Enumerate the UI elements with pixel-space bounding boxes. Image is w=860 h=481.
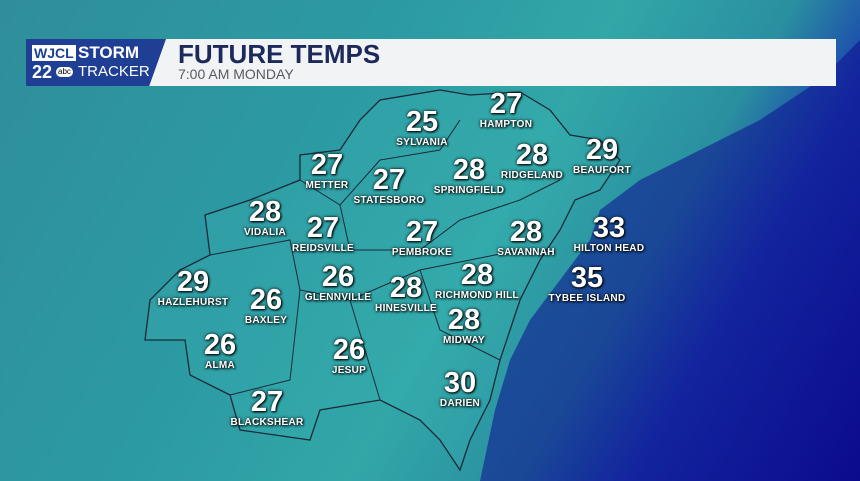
city-name: PEMBROKE	[391, 247, 453, 258]
city-temp-richmond-hill: 28 RICHMOND HILL	[435, 261, 519, 302]
city-temp-sylvania: 25 SYLVANIA	[396, 108, 447, 149]
city-temp-jesup: 26 JESUP	[332, 336, 366, 377]
forecast-time: 7:00 AM MONDAY	[178, 66, 294, 82]
city-name: ALMA	[204, 360, 236, 371]
city-name: BLACKSHEAR	[230, 417, 304, 428]
channel-number: 22	[32, 62, 53, 82]
temperature-value: 28	[389, 272, 423, 304]
city-name: HAMPTON	[479, 119, 533, 130]
temperature-value: 28	[447, 304, 481, 336]
city-name: GLENNVILLE	[304, 292, 372, 303]
temperature-value: 28	[248, 196, 282, 228]
network-logo: abc	[56, 67, 73, 77]
temperature-value: 27	[306, 212, 340, 244]
temperature-value: 28	[509, 216, 543, 248]
station-logo: WJCL 22 abc STORM TRACKER	[26, 39, 166, 86]
temperature-value: 28	[515, 139, 549, 171]
city-temp-ridgeland: 28 RIDGELAND	[501, 141, 563, 182]
temperature-value: 30	[443, 367, 477, 399]
city-name: BEAUFORT	[573, 165, 631, 176]
temperature-value: 26	[203, 329, 237, 361]
temperature-value: 27	[310, 149, 344, 181]
city-name: RIDGELAND	[500, 170, 564, 181]
city-name: BAXLEY	[244, 315, 288, 326]
city-temp-darien: 30 DARIEN	[440, 369, 480, 410]
city-temp-beaufort: 29 BEAUFORT	[573, 136, 631, 177]
city-temp-vidalia: 28 VIDALIA	[244, 198, 286, 239]
product-line1: STORM	[78, 43, 140, 62]
city-name: MIDWAY	[443, 335, 485, 346]
temperature-value: 27	[372, 164, 406, 196]
temperature-value: 26	[249, 284, 283, 316]
city-name: HINESVILLE	[375, 303, 437, 314]
station-call-letters: WJCL	[32, 45, 76, 61]
city-name: RICHMOND HILL	[435, 290, 519, 301]
ocean	[480, 40, 860, 481]
temperature-value: 27	[250, 386, 284, 418]
temperature-value: 28	[452, 154, 486, 186]
city-temp-baxley: 26 BAXLEY	[245, 286, 287, 327]
temperature-value: 35	[570, 262, 604, 294]
city-temp-glennville: 26 GLENNVILLE	[305, 263, 371, 304]
city-name: SAVANNAH	[497, 247, 555, 258]
city-name: VIDALIA	[243, 227, 287, 238]
city-temp-hampton: 27 HAMPTON	[480, 90, 532, 131]
city-temp-savannah: 28 SAVANNAH	[497, 218, 555, 259]
city-temp-reidsville: 27 REIDSVILLE	[292, 214, 354, 255]
temperature-value: 27	[489, 88, 523, 120]
temperature-value: 25	[405, 106, 439, 138]
city-temp-hilton-head: 33 HILTON HEAD	[574, 214, 645, 255]
city-temp-pembroke: 27 PEMBROKE	[392, 218, 452, 259]
city-temp-alma: 26 ALMA	[204, 331, 236, 372]
city-temp-blackshear: 27 BLACKSHEAR	[231, 388, 304, 429]
city-temp-tybee-island: 35 TYBEE ISLAND	[549, 264, 626, 305]
page-title: FUTURE TEMPS	[178, 39, 381, 69]
region-outline	[144, 89, 621, 472]
city-name: STATESBORO	[353, 195, 425, 206]
city-name: DARIEN	[439, 398, 481, 409]
temperature-value: 29	[585, 134, 619, 166]
temperature-value: 29	[176, 266, 210, 298]
city-temp-hazlehurst: 29 HAZLEHURST	[158, 268, 229, 309]
temperature-value: 26	[321, 261, 355, 293]
county-borders	[209, 119, 561, 401]
city-name: METTER	[305, 180, 349, 191]
city-temp-hinesville: 28 HINESVILLE	[375, 274, 437, 315]
temperature-value: 27	[405, 216, 439, 248]
city-name: HILTON HEAD	[573, 243, 645, 254]
city-name: HAZLEHURST	[157, 297, 229, 308]
temperature-value: 33	[592, 212, 626, 244]
temperature-value: 26	[332, 334, 366, 366]
temperature-value: 28	[460, 259, 494, 291]
city-name: REIDSVILLE	[292, 243, 354, 254]
city-name: TYBEE ISLAND	[548, 293, 626, 304]
city-name: SYLVANIA	[396, 137, 448, 148]
city-temp-statesboro: 27 STATESBORO	[354, 166, 425, 207]
product-line2: TRACKER	[78, 63, 150, 80]
city-temp-springfield: 28 SPRINGFIELD	[434, 156, 505, 197]
city-temp-metter: 27 METTER	[306, 151, 349, 192]
city-temp-midway: 28 MIDWAY	[443, 306, 485, 347]
city-name: JESUP	[331, 365, 367, 376]
city-name: SPRINGFIELD	[433, 185, 505, 196]
